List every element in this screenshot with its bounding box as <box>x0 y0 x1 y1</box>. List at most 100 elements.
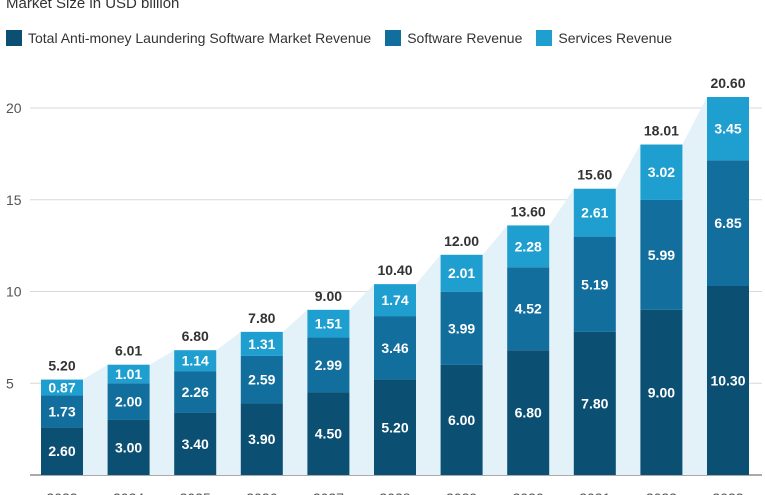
bar-segment <box>307 337 350 393</box>
bar-segment <box>240 331 283 356</box>
data-label: 6.85 <box>714 215 741 231</box>
bar-segment <box>640 199 683 310</box>
data-label: 6.00 <box>448 412 475 428</box>
data-label: 2.00 <box>115 394 142 410</box>
bar-segment <box>107 419 150 475</box>
total-label: 13.60 <box>511 203 546 219</box>
bar-segment <box>440 364 483 475</box>
bar-segment <box>507 267 550 351</box>
data-label: 2.26 <box>182 384 209 400</box>
x-tick-label: 2027 <box>313 490 344 495</box>
legend-label-software: Software Revenue <box>407 30 523 46</box>
x-tick-label: 2031 <box>579 490 610 495</box>
y-tick-label: 15 <box>6 192 22 208</box>
bar-segment <box>307 392 350 475</box>
bar-segment <box>640 144 683 200</box>
data-label: 5.99 <box>648 247 675 263</box>
x-tick-label: 2032 <box>646 490 677 495</box>
data-label: 3.00 <box>115 439 142 455</box>
data-label: 1.74 <box>381 292 408 308</box>
total-label: 12.00 <box>444 233 479 249</box>
bar-segment <box>107 383 150 420</box>
legend-swatch-total <box>6 30 22 46</box>
x-tick-label: 2025 <box>180 490 211 495</box>
chart-legend: Total Anti-money Laundering Software Mar… <box>6 30 672 46</box>
legend-item-total[interactable]: Total Anti-money Laundering Software Mar… <box>6 30 371 46</box>
bar-segment <box>573 188 616 237</box>
bar-segment <box>41 427 83 475</box>
data-label: 0.87 <box>48 380 75 396</box>
data-label: 5.19 <box>581 276 608 292</box>
data-label: 10.30 <box>710 372 745 388</box>
data-label: 1.51 <box>315 316 342 332</box>
x-tick-label: 2029 <box>446 490 477 495</box>
total-label: 18.01 <box>644 123 679 139</box>
data-label: 1.31 <box>248 336 275 352</box>
bar-segment <box>707 160 749 286</box>
legend-item-services[interactable]: Services Revenue <box>536 30 672 46</box>
bar-segment <box>507 350 550 475</box>
bar-segment <box>41 379 83 396</box>
bar-segment <box>374 284 416 317</box>
total-label: 7.80 <box>248 310 275 326</box>
bar-segment <box>41 395 83 428</box>
bar-segment <box>440 291 483 365</box>
total-label: 10.40 <box>377 262 412 278</box>
y-tick-label: 20 <box>6 100 22 116</box>
data-label: 4.50 <box>315 426 342 442</box>
x-tick-label: 2028 <box>379 490 410 495</box>
total-label: 6.80 <box>182 328 209 344</box>
data-label: 4.52 <box>515 301 542 317</box>
x-tick-label: 2024 <box>113 490 144 495</box>
data-label: 6.80 <box>515 405 542 421</box>
bar-segment <box>174 412 217 475</box>
legend-swatch-services <box>536 30 553 46</box>
total-label: 9.00 <box>315 288 342 304</box>
x-tick-label: 2026 <box>246 490 277 495</box>
x-tick-label: 2033 <box>712 490 743 495</box>
bar-segment <box>240 355 283 404</box>
data-label: 1.01 <box>115 366 142 382</box>
legend-item-software[interactable]: Software Revenue <box>385 30 522 46</box>
data-label: 3.90 <box>248 431 275 447</box>
data-label: 3.99 <box>448 320 475 336</box>
chart-subtitle: Market Size in USD billion <box>6 0 180 12</box>
y-tick-label: 5 <box>6 375 14 391</box>
bar-segment <box>573 236 616 332</box>
bar-segment <box>107 364 150 384</box>
data-label: 3.45 <box>714 121 741 137</box>
bar-segment <box>240 403 283 475</box>
data-label: 1.73 <box>48 403 75 419</box>
bar-segment <box>507 225 550 268</box>
bar-segment <box>307 309 350 338</box>
data-label: 9.00 <box>648 384 675 400</box>
data-label: 3.02 <box>648 164 675 180</box>
legend-label-total: Total Anti-money Laundering Software Mar… <box>28 30 372 46</box>
data-label: 1.14 <box>182 353 209 369</box>
data-label: 2.61 <box>581 205 608 221</box>
data-label: 2.59 <box>248 372 275 388</box>
bar-segment <box>640 309 683 475</box>
total-label: 15.60 <box>577 167 612 183</box>
x-tick-label: 2030 <box>513 490 544 495</box>
bar-segment <box>374 316 416 380</box>
bar-segment <box>707 285 749 475</box>
bar-segment <box>440 254 483 292</box>
data-label: 2.60 <box>48 443 75 459</box>
y-tick-label: 10 <box>6 284 22 300</box>
total-label: 20.60 <box>710 75 745 91</box>
data-label: 5.20 <box>381 419 408 435</box>
total-label: 5.20 <box>48 358 75 374</box>
bar-segment <box>174 371 217 413</box>
data-label: 7.80 <box>581 395 608 411</box>
x-tick-label: 2023 <box>46 490 77 495</box>
data-label: 2.99 <box>315 357 342 373</box>
data-label: 2.01 <box>448 265 475 281</box>
bar-segment <box>707 96 749 161</box>
bar-segment <box>573 331 616 475</box>
bar-segment <box>174 350 217 372</box>
data-label: 3.40 <box>182 436 209 452</box>
bar-segment <box>374 379 416 475</box>
legend-swatch-software <box>385 30 402 46</box>
